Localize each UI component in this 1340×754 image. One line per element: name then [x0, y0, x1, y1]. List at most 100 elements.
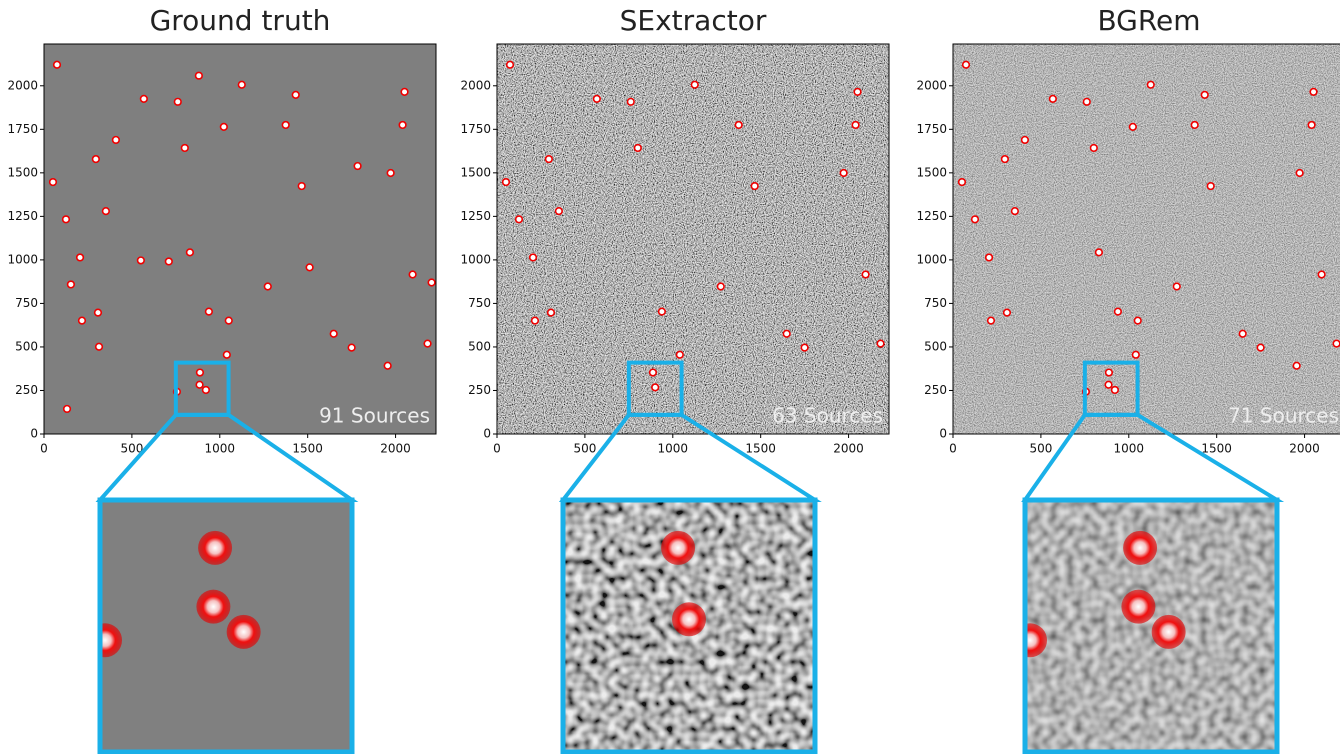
panel	[497, 44, 889, 434]
panel	[953, 44, 1340, 434]
source	[1200, 90, 1209, 99]
source	[1048, 94, 1057, 103]
source	[626, 97, 635, 106]
source	[66, 280, 75, 289]
y-tick-label: 2000	[7, 78, 38, 92]
x-tick-label: 1500	[745, 442, 776, 456]
source	[514, 215, 524, 224]
source	[1206, 181, 1215, 191]
source	[970, 215, 980, 224]
source	[1190, 120, 1199, 130]
zoom-inset	[563, 500, 815, 752]
y-tick-label: 0	[483, 427, 491, 441]
source	[94, 342, 104, 351]
y-tick-label: 2000	[460, 78, 491, 92]
source	[1146, 80, 1155, 89]
x-tick-label: 1000	[658, 442, 689, 456]
y-tick-label: 500	[15, 339, 38, 353]
source	[224, 316, 233, 325]
source	[1295, 168, 1304, 178]
source	[77, 316, 87, 325]
source	[291, 90, 300, 99]
source	[237, 80, 246, 89]
zoom-box	[173, 360, 231, 417]
y-tick-label: 1750	[916, 122, 947, 136]
y-tick-label: 750	[924, 296, 947, 310]
source	[194, 71, 203, 80]
source	[180, 143, 189, 153]
source	[1094, 248, 1104, 257]
x-tick-label: 0	[949, 442, 957, 456]
source	[530, 316, 540, 325]
source	[185, 248, 195, 257]
source	[800, 343, 809, 352]
source	[961, 60, 971, 69]
source	[400, 87, 409, 96]
source	[1020, 135, 1029, 145]
source	[263, 282, 272, 291]
source	[305, 263, 314, 272]
source	[1332, 339, 1340, 348]
source	[957, 177, 967, 187]
source	[61, 215, 71, 224]
source	[1110, 385, 1119, 395]
source	[329, 329, 338, 338]
source	[1128, 122, 1137, 131]
source	[48, 177, 58, 187]
source	[675, 350, 684, 359]
zoom-source	[196, 589, 231, 624]
source	[383, 361, 392, 370]
image-background	[44, 44, 436, 434]
source	[1309, 87, 1318, 96]
y-tick-label: 1000	[916, 252, 947, 266]
y-tick-label: 500	[924, 339, 947, 353]
image-noise	[497, 44, 889, 434]
source	[347, 343, 356, 352]
x-tick-label: 0	[493, 442, 501, 456]
source	[750, 181, 759, 191]
y-tick-label: 1500	[7, 165, 38, 179]
source-count: 91 Sources	[319, 404, 430, 428]
inset-frame	[97, 497, 355, 754]
zoom-inset	[1025, 500, 1277, 752]
source	[164, 257, 173, 266]
y-tick-label: 750	[15, 296, 38, 310]
title: SExtractor	[620, 4, 767, 37]
x-tick-label: 0	[40, 442, 48, 456]
title: Ground truth	[150, 4, 331, 37]
y-tick-label: 1000	[7, 252, 38, 266]
y-tick-label: 1250	[460, 209, 491, 223]
source	[173, 97, 182, 106]
source	[716, 282, 725, 291]
source	[1104, 380, 1113, 389]
source	[1238, 329, 1247, 338]
y-tick-label: 250	[15, 383, 38, 397]
source	[1133, 316, 1142, 325]
x-tick-label: 500	[573, 442, 596, 456]
source	[782, 329, 791, 338]
source	[297, 181, 306, 191]
source	[505, 60, 515, 69]
source	[657, 307, 666, 316]
source	[592, 94, 601, 103]
zoom-source	[672, 602, 706, 637]
inset-frame	[1022, 497, 1280, 754]
frame	[43, 43, 437, 435]
y-tick-label: 1750	[7, 122, 38, 136]
source	[1113, 307, 1122, 316]
x-tick-label: 1000	[205, 442, 236, 456]
source	[75, 253, 85, 262]
source	[876, 339, 885, 348]
source	[1000, 154, 1009, 164]
source	[1256, 343, 1265, 352]
y-tick-label: 750	[468, 296, 491, 310]
x-tick-label: 1000	[1114, 442, 1145, 456]
y-tick-label: 1250	[7, 209, 38, 223]
source	[501, 177, 511, 187]
source	[408, 270, 417, 279]
source	[851, 120, 860, 130]
y-tick-label: 1500	[916, 165, 947, 179]
source	[1131, 350, 1140, 359]
y-tick-label: 1000	[460, 252, 491, 266]
